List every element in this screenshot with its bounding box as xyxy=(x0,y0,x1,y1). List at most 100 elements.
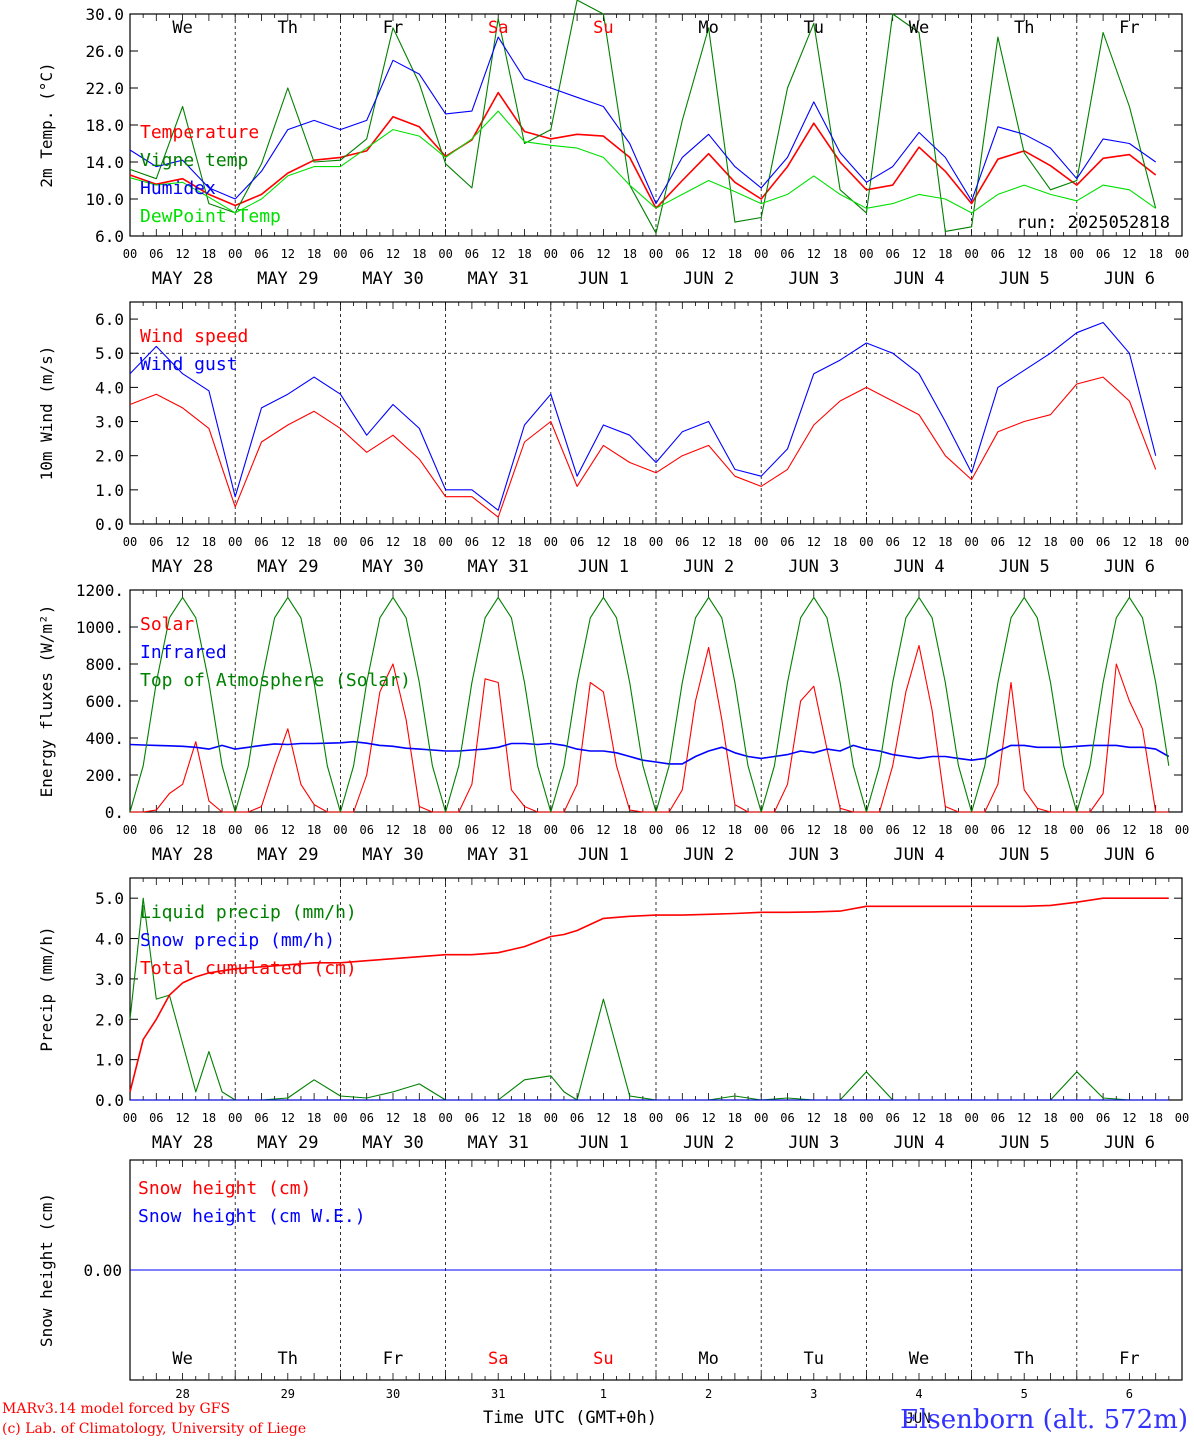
day-abbr-label: Su xyxy=(593,1349,613,1369)
day-abbr-label: We xyxy=(909,1349,929,1369)
y-tick-label: 3.0 xyxy=(95,413,124,432)
hour-tick-label: 12 xyxy=(386,1111,400,1125)
day-abbr-label: Fr xyxy=(383,18,403,38)
hour-tick-label: 12 xyxy=(281,535,295,549)
hour-tick-label: 12 xyxy=(1122,535,1136,549)
hour-tick-label: 12 xyxy=(386,823,400,837)
hour-tick-label: 06 xyxy=(254,1111,268,1125)
day-abbr-label: Mo xyxy=(698,1349,718,1369)
hour-tick-label: 18 xyxy=(202,535,216,549)
month-label: JUN xyxy=(905,1411,930,1427)
date-label: JUN 6 xyxy=(1104,845,1155,865)
hour-tick-label: 12 xyxy=(1017,247,1031,261)
series-line-top-of-atmosphere-solar- xyxy=(129,596,1170,813)
hour-tick-label: 18 xyxy=(202,247,216,261)
hour-tick-label: 18 xyxy=(1043,247,1057,261)
y-axis-title: 10m Wind (m/s) xyxy=(37,346,56,481)
hour-tick-label: 06 xyxy=(885,535,899,549)
legend-entry: Wind gust xyxy=(140,354,238,375)
hour-tick-label: 18 xyxy=(938,535,952,549)
day-abbr-label: Fr xyxy=(1119,1349,1139,1369)
date-label: JUN 1 xyxy=(578,557,629,577)
series-line-wind-speed xyxy=(129,376,1157,518)
date-label: JUN 2 xyxy=(683,845,734,865)
date-label: MAY 28 xyxy=(152,557,213,577)
legend-entry: Snow precip (mm/h) xyxy=(140,930,335,951)
date-label: JUN 4 xyxy=(893,269,944,289)
hour-tick-label: 12 xyxy=(175,535,189,549)
hour-tick-label: 00 xyxy=(754,1111,768,1125)
hour-tick-label: 12 xyxy=(175,247,189,261)
y-tick-label: 1.0 xyxy=(95,1051,124,1070)
hour-tick-label: 18 xyxy=(728,535,742,549)
hour-tick-label: 00 xyxy=(123,247,137,261)
hour-tick-label: 06 xyxy=(465,1111,479,1125)
hour-tick-label: 06 xyxy=(465,823,479,837)
hour-tick-label: 06 xyxy=(780,535,794,549)
hour-tick-label: 12 xyxy=(596,535,610,549)
hour-tick-label: 06 xyxy=(991,1111,1005,1125)
hour-tick-label: 06 xyxy=(254,247,268,261)
y-tick-label: 0. xyxy=(105,803,124,822)
day-abbr-label: Th xyxy=(1014,1349,1034,1369)
hour-tick-label: 00 xyxy=(859,247,873,261)
y-tick-label: 4.0 xyxy=(95,930,124,949)
hour-tick-label: 00 xyxy=(544,535,558,549)
hour-tick-label: 06 xyxy=(359,823,373,837)
hour-tick-label: 18 xyxy=(622,535,636,549)
day-abbr-label: Mo xyxy=(698,18,718,38)
hour-tick-label: 00 xyxy=(438,535,452,549)
date-label: MAY 30 xyxy=(362,269,423,289)
legend-entry: Wind speed xyxy=(140,326,248,347)
hour-tick-label: 12 xyxy=(912,535,926,549)
series-line-solar xyxy=(130,644,1169,813)
station-name: Elsenborn (alt. 572m) xyxy=(900,1405,1188,1435)
hour-tick-label: 12 xyxy=(1122,823,1136,837)
hour-tick-label: 00 xyxy=(333,247,347,261)
hour-tick-label: 18 xyxy=(622,1111,636,1125)
hour-tick-label: 00 xyxy=(333,535,347,549)
series-line-humidex xyxy=(129,36,1157,205)
series-line-temperature xyxy=(129,91,1157,210)
day-abbr-label: We xyxy=(172,18,192,38)
hour-tick-label: 18 xyxy=(728,823,742,837)
hour-tick-label: 06 xyxy=(254,823,268,837)
date-label: JUN 1 xyxy=(578,845,629,865)
day-number-label: 2 xyxy=(705,1387,712,1401)
hour-tick-label: 18 xyxy=(1043,823,1057,837)
day-number-label: 30 xyxy=(386,1387,400,1401)
series-line-dewpoint-temp xyxy=(129,110,1157,214)
series-line-wind-gust xyxy=(129,321,1157,511)
date-label: JUN 4 xyxy=(893,557,944,577)
energy-panel: 0. 200. 400. 600. 800. 1000. 1200. Energy fluxe… xyxy=(37,581,1189,865)
hour-tick-label: 12 xyxy=(912,823,926,837)
hour-tick-label: 00 xyxy=(228,1111,242,1125)
hour-tick-label: 00 xyxy=(859,823,873,837)
hour-tick-label: 06 xyxy=(885,1111,899,1125)
hour-tick-label: 12 xyxy=(701,823,715,837)
hour-tick-label: 00 xyxy=(438,823,452,837)
hour-tick-label: 00 xyxy=(649,535,663,549)
hour-tick-label: 00 xyxy=(754,535,768,549)
x-axis-title: Time UTC (GMT+0h) xyxy=(483,1408,657,1428)
hour-tick-label: 12 xyxy=(281,823,295,837)
hour-tick-label: 06 xyxy=(149,1111,163,1125)
hour-tick-label: 12 xyxy=(807,823,821,837)
hour-tick-label: 12 xyxy=(491,1111,505,1125)
hour-tick-label: 06 xyxy=(254,535,268,549)
hour-tick-label: 06 xyxy=(359,247,373,261)
date-label: JUN 3 xyxy=(788,269,839,289)
day-number-label: 5 xyxy=(1021,1387,1028,1401)
hour-tick-label: 18 xyxy=(728,247,742,261)
date-label: MAY 31 xyxy=(467,1133,528,1153)
hour-tick-label: 06 xyxy=(885,823,899,837)
hour-tick-label: 12 xyxy=(701,535,715,549)
date-label: JUN 3 xyxy=(788,1133,839,1153)
hour-tick-label: 18 xyxy=(833,1111,847,1125)
hour-tick-label: 06 xyxy=(359,535,373,549)
hour-tick-label: 06 xyxy=(675,247,689,261)
hour-tick-label: 06 xyxy=(991,535,1005,549)
y-axis-title: 2m Temp. (°C) xyxy=(37,62,56,187)
hour-tick-label: 00 xyxy=(649,247,663,261)
hour-tick-label: 00 xyxy=(544,247,558,261)
